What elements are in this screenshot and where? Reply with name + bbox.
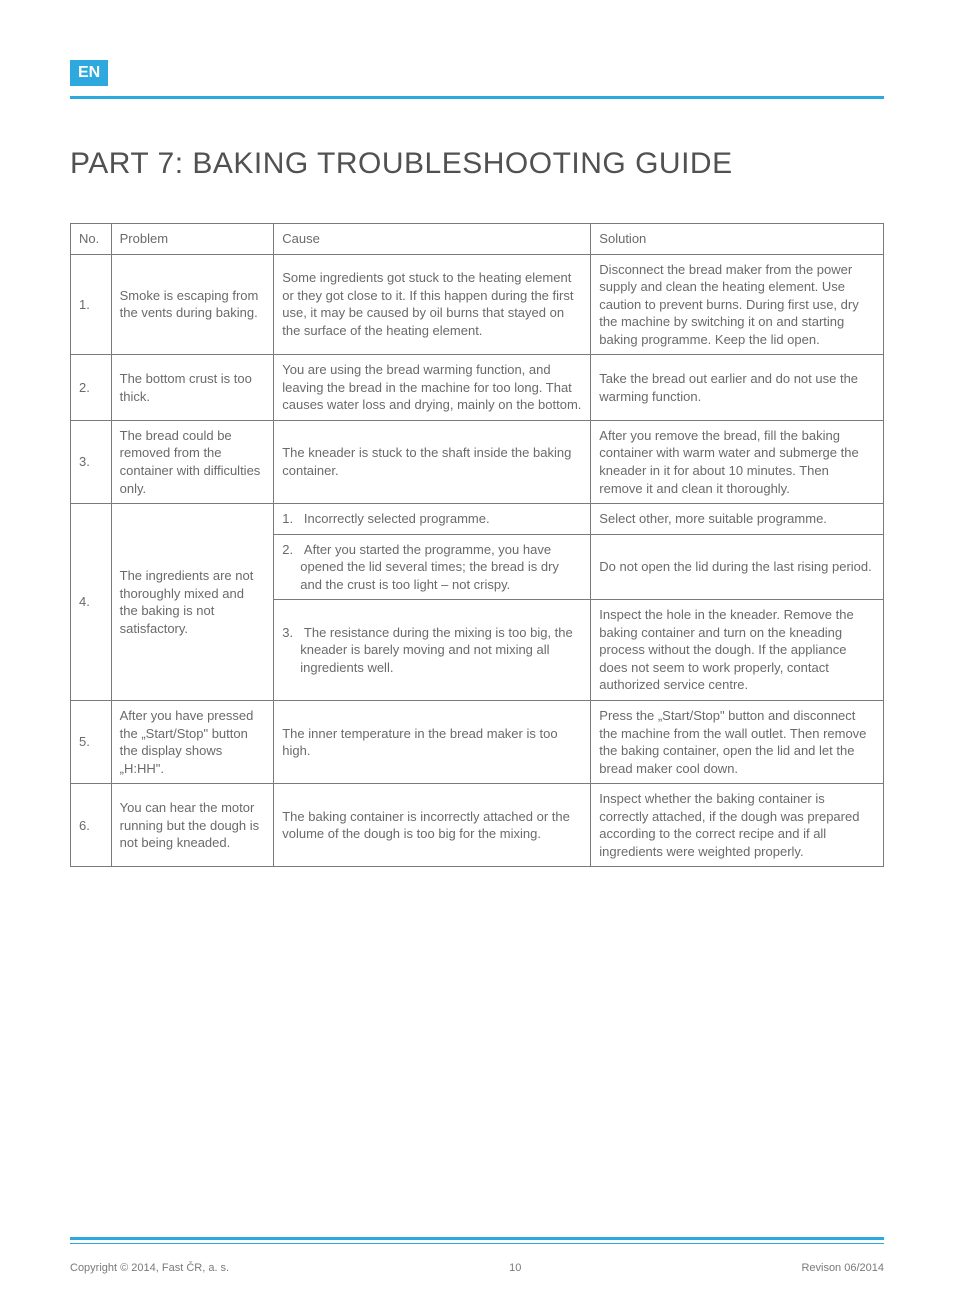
cell-problem: The bottom crust is too thick. — [111, 355, 274, 421]
cell-cause: 1. Incorrectly selected programme. — [274, 504, 591, 535]
cell-problem: The bread could be removed from the cont… — [111, 420, 274, 503]
col-problem: Problem — [111, 224, 274, 255]
table-header-row: No. Problem Cause Solution — [71, 224, 884, 255]
cell-solution: Do not open the lid during the last risi… — [591, 534, 884, 600]
footer-page-number: 10 — [509, 1262, 521, 1274]
cell-problem: The ingredients are not thoroughly mixed… — [111, 504, 274, 701]
cell-no: 3. — [71, 420, 112, 503]
cause-text: Incorrectly selected programme. — [304, 511, 490, 526]
cell-solution: Inspect the hole in the kneader. Remove … — [591, 600, 884, 701]
cell-problem: You can hear the motor running but the d… — [111, 784, 274, 867]
cell-problem: Smoke is escaping from the vents during … — [111, 254, 274, 355]
footer-right: Revison 06/2014 — [801, 1262, 884, 1274]
table-row: 2. The bottom crust is too thick. You ar… — [71, 355, 884, 421]
col-no: No. — [71, 224, 112, 255]
col-cause: Cause — [274, 224, 591, 255]
cause-text: The resistance during the mixing is too … — [300, 625, 573, 675]
cell-no: 4. — [71, 504, 112, 701]
footer-divider-bottom — [70, 1243, 884, 1244]
cell-no: 2. — [71, 355, 112, 421]
cell-cause: The inner temperature in the bread maker… — [274, 701, 591, 784]
footer: Copyright © 2014, Fast ČR, a. s. 10 Revi… — [70, 1237, 884, 1274]
cell-no: 5. — [71, 701, 112, 784]
troubleshooting-table: No. Problem Cause Solution 1. Smoke is e… — [70, 223, 884, 867]
cell-solution: Take the bread out earlier and do not us… — [591, 355, 884, 421]
cell-cause: Some ingredients got stuck to the heatin… — [274, 254, 591, 355]
table-row: 1. Smoke is escaping from the vents duri… — [71, 254, 884, 355]
cell-solution: Inspect whether the baking container is … — [591, 784, 884, 867]
footer-left: Copyright © 2014, Fast ČR, a. s. — [70, 1262, 229, 1274]
cell-no: 6. — [71, 784, 112, 867]
table-row: 3. The bread could be removed from the c… — [71, 420, 884, 503]
cell-solution: Press the „Start/Stop" button and discon… — [591, 701, 884, 784]
footer-divider-top — [70, 1237, 884, 1240]
table-row: 6. You can hear the motor running but th… — [71, 784, 884, 867]
cell-problem: After you have pressed the „Start/Stop" … — [111, 701, 274, 784]
cell-cause: The kneader is stuck to the shaft inside… — [274, 420, 591, 503]
cell-solution: Select other, more suitable programme. — [591, 504, 884, 535]
cell-cause: 2. After you started the programme, you … — [274, 534, 591, 600]
cause-text: After you started the programme, you hav… — [300, 542, 559, 592]
cell-no: 1. — [71, 254, 112, 355]
page-title: PART 7: BAKING TROUBLESHOOTING GUIDE — [70, 147, 884, 181]
col-solution: Solution — [591, 224, 884, 255]
cell-cause: The baking container is incorrectly atta… — [274, 784, 591, 867]
table-row: 5. After you have pressed the „Start/Sto… — [71, 701, 884, 784]
top-divider — [70, 96, 884, 99]
cell-solution: Disconnect the bread maker from the powe… — [591, 254, 884, 355]
table-row: 4. The ingredients are not thoroughly mi… — [71, 504, 884, 535]
language-badge: EN — [70, 60, 108, 86]
cell-solution: After you remove the bread, fill the bak… — [591, 420, 884, 503]
cell-cause: 3. The resistance during the mixing is t… — [274, 600, 591, 701]
cell-cause: You are using the bread warming function… — [274, 355, 591, 421]
